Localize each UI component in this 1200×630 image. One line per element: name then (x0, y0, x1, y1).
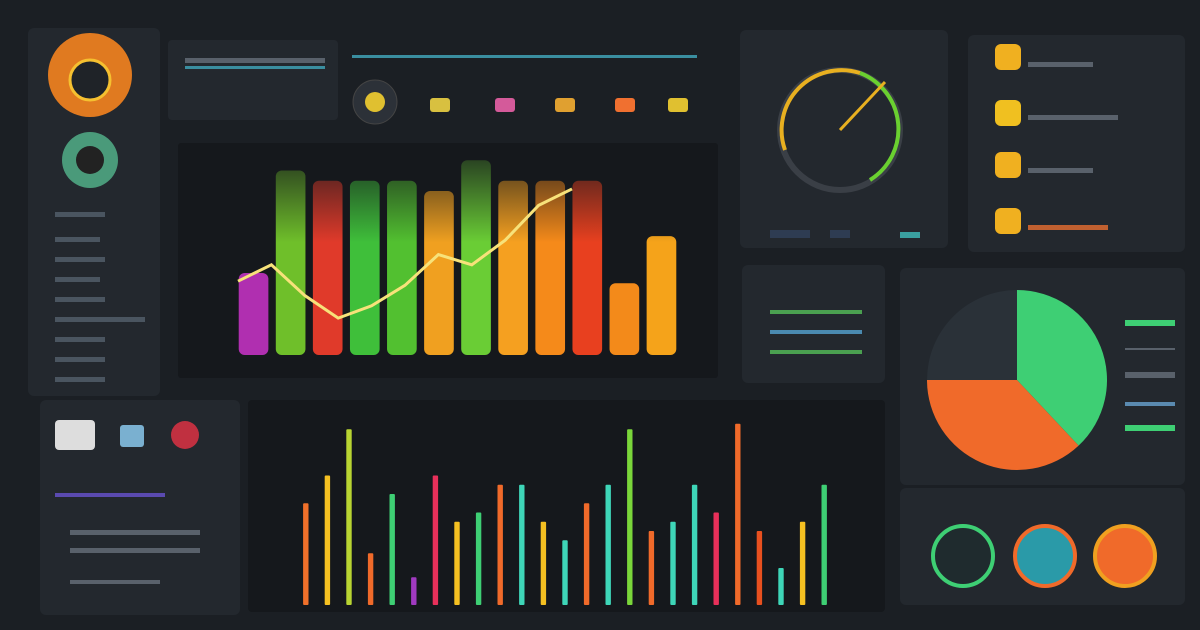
gauge-button[interactable] (900, 232, 920, 238)
bar (670, 521, 676, 605)
gauge-panel (740, 30, 948, 248)
text-line (70, 580, 160, 584)
text-line (55, 337, 105, 342)
bar (713, 512, 719, 605)
list-icon[interactable] (995, 44, 1021, 70)
tool-icon[interactable] (615, 98, 635, 112)
bar (324, 475, 331, 605)
list-icon[interactable] (995, 152, 1021, 178)
bar (346, 429, 352, 605)
bar (627, 429, 633, 605)
bar (821, 484, 827, 605)
pie-slice (927, 290, 1017, 380)
bar (389, 494, 395, 605)
list-icon[interactable] (995, 208, 1021, 234)
legend-line (1125, 425, 1175, 431)
text-line (55, 212, 105, 217)
text-line (55, 377, 105, 382)
text-line (1028, 168, 1093, 173)
text-line (55, 277, 100, 282)
bar (432, 475, 439, 605)
bar (648, 531, 655, 605)
header-line (185, 58, 325, 63)
text-line (55, 237, 100, 242)
gauge-button[interactable] (830, 230, 850, 238)
round-icon[interactable] (1093, 524, 1157, 588)
line (237, 187, 573, 320)
text-line (55, 257, 105, 262)
bar (799, 521, 806, 605)
bar (735, 423, 741, 605)
bar (497, 484, 503, 605)
legend-line (1125, 320, 1175, 326)
bottom-chart-panel (248, 400, 885, 612)
text-line (70, 548, 200, 553)
list (995, 44, 1118, 234)
bar (583, 503, 590, 605)
bar (540, 521, 547, 605)
avatar-inner (68, 58, 112, 102)
header-rule (352, 55, 697, 58)
small-panel (742, 265, 885, 383)
text-line (70, 530, 200, 535)
text-line (55, 297, 105, 302)
tool-icon[interactable] (555, 98, 575, 112)
list-panel (968, 35, 1185, 252)
gauge-arc (779, 68, 861, 151)
text-line (1028, 115, 1118, 120)
bar (691, 484, 698, 605)
bar (519, 484, 525, 605)
text-line (1028, 225, 1108, 230)
mini-line (770, 310, 862, 314)
tool-icon[interactable] (430, 98, 450, 112)
toolbar (430, 98, 688, 112)
header-line (185, 66, 325, 69)
gauge-button[interactable] (770, 230, 810, 238)
sidebar-lines (55, 212, 145, 382)
bar (303, 503, 309, 605)
gauge-needle (838, 80, 887, 132)
round-icon[interactable] (1013, 524, 1077, 588)
pie-slice (1017, 290, 1107, 446)
tool-icon[interactable] (495, 98, 515, 112)
bar (475, 512, 482, 605)
pie-slice (927, 380, 1079, 471)
text-line (55, 493, 165, 497)
bottom-left-panel (40, 400, 240, 615)
header-panel (168, 40, 338, 120)
legend-line (1125, 348, 1175, 350)
round-icon[interactable] (931, 524, 995, 588)
bar (756, 531, 763, 605)
bar (778, 568, 784, 605)
text-line (55, 357, 105, 362)
icon[interactable] (55, 420, 95, 450)
icon[interactable] (365, 92, 385, 112)
mini-line (770, 330, 862, 334)
bar (605, 484, 611, 605)
bar (367, 553, 374, 605)
bar (562, 540, 568, 605)
tool-icon[interactable] (668, 98, 688, 112)
legend-line (1125, 402, 1175, 406)
bar-fade (235, 150, 680, 355)
gauge-arc (859, 71, 901, 182)
mini-line (770, 350, 862, 354)
pie-legend (1125, 320, 1175, 431)
avatar-inner (76, 146, 104, 174)
text-line (1028, 62, 1093, 67)
list-icon[interactable] (995, 100, 1021, 126)
icon[interactable] (120, 425, 144, 447)
bar (454, 521, 460, 605)
icon[interactable] (171, 421, 199, 449)
bar (411, 577, 417, 605)
legend-line (1125, 372, 1175, 378)
text-line (55, 317, 145, 322)
